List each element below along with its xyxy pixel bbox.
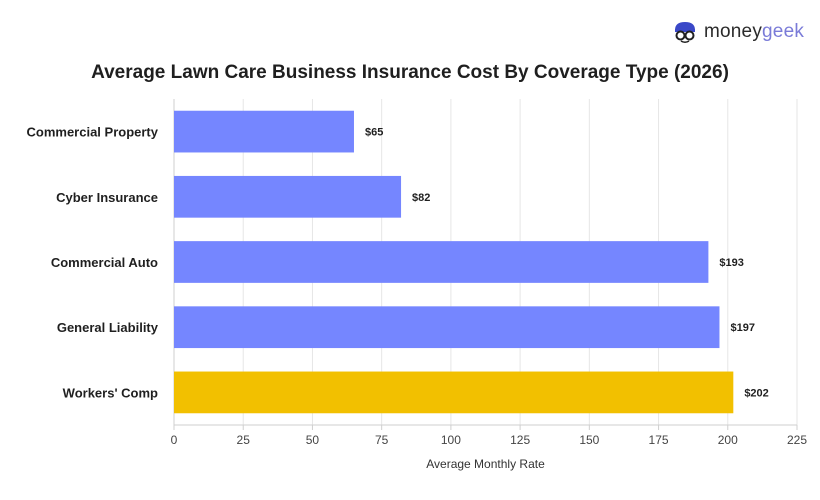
x-tick-label: 100 bbox=[441, 433, 461, 447]
x-tick-label: 25 bbox=[237, 433, 251, 447]
category-label: Workers' Comp bbox=[63, 385, 158, 400]
data-label: $202 bbox=[744, 387, 768, 399]
data-label: $65 bbox=[365, 127, 383, 139]
x-tick-label: 175 bbox=[649, 433, 669, 447]
x-tick-label: 0 bbox=[171, 433, 178, 447]
x-axis-title: Average Monthly Rate bbox=[426, 457, 545, 471]
category-label: Commercial Property bbox=[27, 125, 159, 140]
x-tick-label: 125 bbox=[510, 433, 530, 447]
data-label: $197 bbox=[730, 322, 754, 334]
data-label: $193 bbox=[719, 257, 743, 269]
x-tick-label: 75 bbox=[375, 433, 389, 447]
nerd-face-icon bbox=[675, 22, 695, 44]
logo-wordmark: moneygeek bbox=[704, 21, 804, 43]
bar bbox=[174, 110, 354, 153]
x-tick-label: 225 bbox=[787, 433, 807, 447]
category-label: Cyber Insurance bbox=[56, 190, 158, 205]
bar bbox=[174, 175, 402, 218]
x-tick-label: 200 bbox=[718, 433, 738, 447]
chart-title: Average Lawn Care Business Insurance Cos… bbox=[91, 62, 729, 83]
bar bbox=[174, 241, 709, 283]
bar bbox=[174, 306, 720, 349]
bar bbox=[174, 371, 734, 414]
category-label: General Liability bbox=[57, 320, 159, 335]
moneygeek-logo: moneygeek bbox=[672, 20, 804, 44]
category-label: Commercial Auto bbox=[51, 255, 158, 270]
data-label: $82 bbox=[412, 192, 430, 204]
logo-text-accent: geek bbox=[762, 21, 805, 42]
logo-text-main: money bbox=[704, 21, 763, 42]
x-tick-label: 50 bbox=[306, 433, 320, 447]
x-tick-label: 150 bbox=[579, 433, 599, 447]
